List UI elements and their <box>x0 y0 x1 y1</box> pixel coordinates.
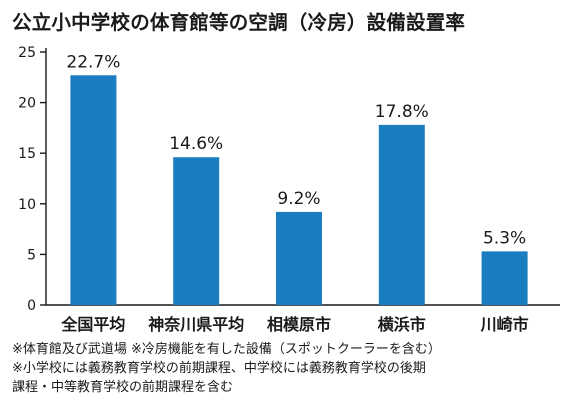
x-tick-label: 川崎市 <box>480 315 529 334</box>
data-label: 9.2% <box>277 189 320 209</box>
bar <box>378 124 425 305</box>
data-label: 22.7% <box>66 52 120 72</box>
bar <box>481 251 528 305</box>
chart-title: 公立小中学校の体育館等の空調（冷房）設備設置率 <box>12 11 466 34</box>
data-label: 5.3% <box>483 228 526 248</box>
y-tick-label: 10 <box>18 197 36 213</box>
bar <box>173 157 220 305</box>
x-tick-label: 神奈川県平均 <box>148 315 244 334</box>
y-tick-label: 25 <box>18 45 36 61</box>
y-tick-label: 15 <box>18 146 36 162</box>
x-tick-label: 全国平均 <box>60 315 125 334</box>
data-labels: 22.7% 14.6% 9.2% 17.8% 5.3% <box>66 52 526 248</box>
bar <box>70 75 117 305</box>
bars <box>70 75 528 305</box>
footnote-line-1: ※体育館及び武道場 ※冷房機能を有した設備（スポットクーラーを含む） <box>12 342 441 357</box>
footnotes: ※体育館及び武道場 ※冷房機能を有した設備（スポットクーラーを含む） ※小学校に… <box>12 340 572 397</box>
footnote-line-3: 課程・中等教育学校の前期課程を含む <box>12 380 234 395</box>
y-tick-label: 20 <box>18 96 36 112</box>
y-tick-label: 0 <box>27 298 36 314</box>
bar <box>276 211 322 305</box>
data-label: 14.6% <box>169 134 223 154</box>
footnote-line-2: ※小学校には義務教育学校の前期課程、中学校には義務教育学校の後期 <box>12 361 426 376</box>
data-label: 17.8% <box>375 102 429 122</box>
x-axis-labels: 全国平均 神奈川県平均 相模原市 横浜市 川崎市 <box>60 315 528 334</box>
y-tick-label: 5 <box>27 247 36 263</box>
x-tick-label: 相模原市 <box>267 315 331 334</box>
x-tick-label: 横浜市 <box>378 315 426 334</box>
